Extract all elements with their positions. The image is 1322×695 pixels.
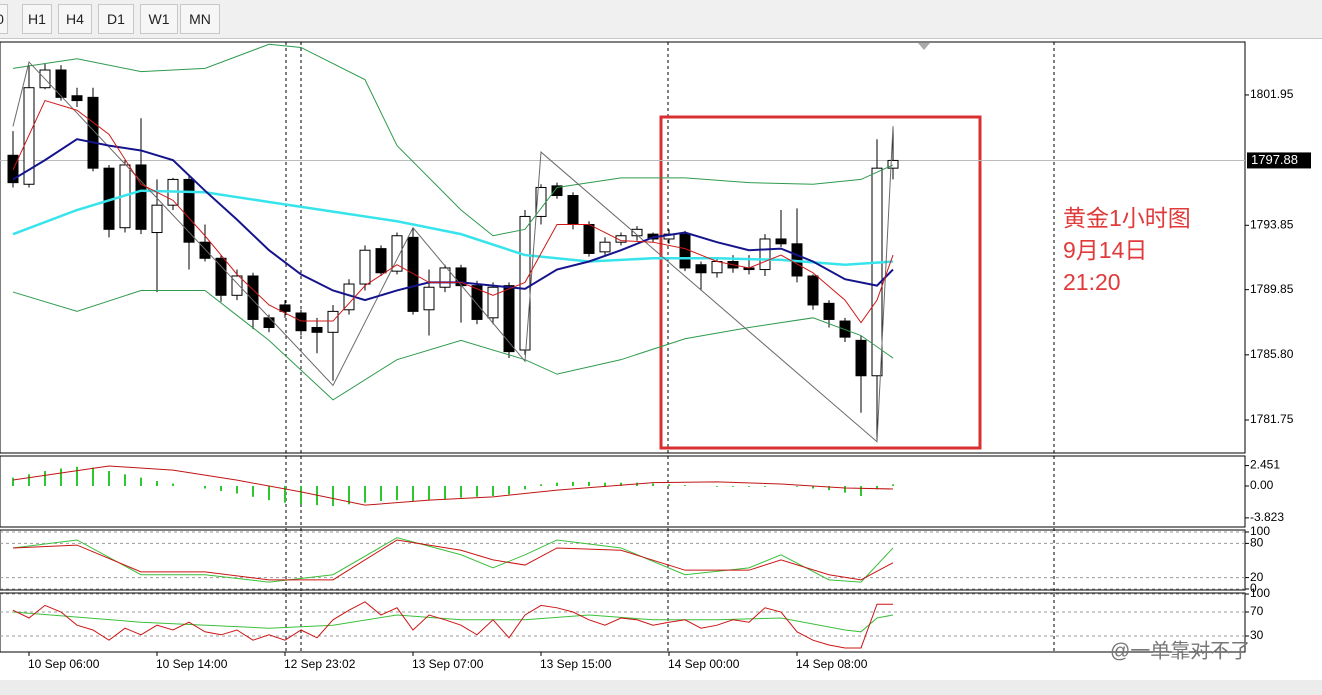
candle-body [215,257,227,296]
y-tick-label: 1789.85 [1250,282,1294,296]
candle-body [55,69,67,98]
y-tick-label: 2.451 [1250,458,1280,472]
highlight-box [659,115,982,450]
indicator-line [12,289,894,401]
indicator-line [12,601,893,649]
candle-body [551,185,563,197]
y-tick-label: 100 [1250,524,1270,538]
candle-body [855,339,867,377]
indicator-line [12,539,894,581]
candle-body [439,267,451,288]
x-tick-label: 10 Sep 14:00 [156,657,228,671]
y-tick-label: 1793.85 [1250,217,1294,231]
annotation: 21:20 [1063,269,1121,295]
timeframe-button[interactable]: MN [180,4,220,34]
candle-body [631,228,643,237]
timeframe-button[interactable]: W1 [140,4,178,34]
x-tick-label: 13 Sep 07:00 [412,657,484,671]
annotation: 9月14日 [1063,237,1147,263]
y-tick-label: 100 [1250,586,1270,600]
candle-body [375,248,387,274]
candle-body [263,317,275,328]
indicator-line [12,189,894,266]
x-tick-label: 10 Sep 06:00 [28,657,100,671]
y-tick-label: 80 [1250,536,1264,550]
candle-body [679,233,691,269]
candle-body [471,285,483,320]
candle-body [567,195,579,225]
candle-body [183,178,195,243]
timeframe-button[interactable]: D1 [98,4,134,34]
toolbar: 0 H1 H4 D1 W1 MN [0,0,1322,39]
shift-marker [918,43,930,50]
candle-body [407,236,419,312]
candle-body [519,215,531,351]
y-tick-label: 30 [1250,628,1264,642]
candle-body [423,286,435,311]
indicator-line [12,465,894,506]
candle-body [151,204,163,234]
panel-frame [0,592,1246,653]
candle-body [887,159,899,169]
candle-body [231,275,243,296]
indicator-line [12,611,894,633]
x-tick-label: 14 Sep 08:00 [796,657,868,671]
candle-body [199,241,211,259]
candle-body [311,326,323,333]
candle-body [871,167,883,377]
candle-body [807,275,819,306]
watermark: @一单靠对不了 [1110,639,1250,662]
candle-body [295,312,307,332]
y-tick-label: 1785.80 [1250,347,1294,361]
candle-body [695,264,707,274]
indicator-line [12,537,894,583]
candle-body [359,249,371,285]
candle-body [487,286,499,319]
panel-frame [0,529,1246,591]
y-tick-label: -3.823 [1250,510,1284,524]
indicator-line [12,43,894,237]
x-tick-label: 14 Sep 00:00 [668,657,740,671]
candle-body [135,164,147,230]
candle-body [327,310,339,333]
candle-body [279,304,291,312]
candle-body [247,275,259,320]
candle-body [823,302,835,320]
candle-body [583,223,595,254]
candle-body [775,238,787,245]
x-tick-label: 13 Sep 15:00 [540,657,612,671]
candle-body [839,320,851,338]
timeframe-button[interactable]: 0 [0,4,8,34]
panel-frame [0,41,1246,454]
y-tick-label: 0.00 [1250,478,1274,492]
candle-body [599,241,611,253]
panel-frame [0,455,1246,528]
candle-body [71,95,83,102]
candle-body [711,261,723,274]
timeframe-button[interactable]: H4 [58,4,92,34]
x-tick-label: 12 Sep 23:02 [284,657,356,671]
current-price: 1797.88 [1251,152,1298,167]
timeframe-button[interactable]: H1 [22,4,52,34]
annotation: 黄金1小时图 [1063,205,1191,231]
candle-body [759,238,771,271]
candle-body [87,96,99,169]
y-tick-label: 20 [1250,570,1264,584]
y-tick-label: 1781.75 [1250,412,1294,426]
candle-body [503,285,515,353]
candle-body [391,235,403,272]
tab-bar [0,680,1322,695]
price-box [1247,152,1311,169]
indicator-line [12,60,894,443]
indicator-line [12,99,894,324]
y-tick-label: 70 [1250,604,1264,618]
y-tick-label: 1801.95 [1250,87,1294,101]
candle-body [615,235,627,243]
y-tick-label: 0 [1250,581,1257,595]
